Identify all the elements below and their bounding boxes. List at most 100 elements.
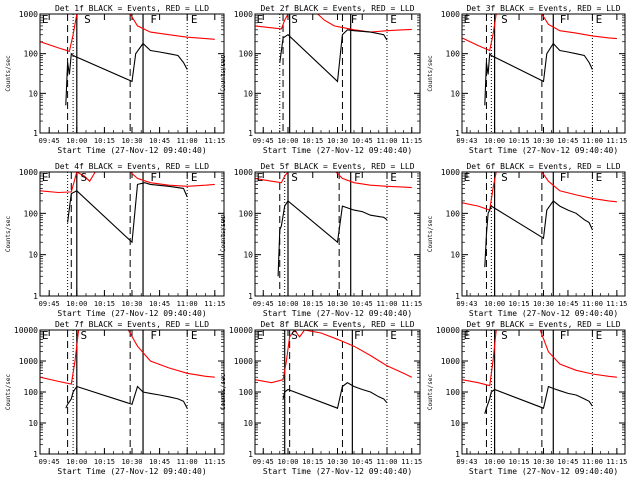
phase-marker-label: S: [501, 329, 508, 342]
x-tick-label: 10:45: [352, 300, 373, 308]
x-tick-label: 11:15: [401, 458, 422, 466]
panel-title: Det 8f BLACK = Events, RED = LLD: [260, 320, 414, 329]
events-series-line: [67, 182, 188, 244]
x-axis-label: Start Time (27-Nov-12 09:40:40): [263, 146, 412, 155]
lld-series-line: [255, 14, 412, 33]
phase-marker-label: E: [191, 13, 198, 26]
x-tick-label: 10:45: [352, 137, 373, 145]
detector-panel-2: Det 2f BLACK = Events, RED = LLD Counts/s…: [220, 4, 422, 155]
detector-panel-7: Det 7f BLACK = Events, RED = LLD Counts/s…: [5, 320, 225, 476]
events-series-line: [65, 42, 188, 106]
plot-frame: [39, 13, 225, 134]
phase-marker-label: S: [84, 13, 91, 26]
lld-series-line: [40, 14, 215, 53]
x-tick-label: 10:15: [302, 137, 323, 145]
x-tick-label: 10:45: [352, 458, 373, 466]
lld-series-line: [255, 172, 412, 189]
phase-marker-label: F: [560, 329, 567, 342]
y-tick-label: 1000: [441, 168, 460, 177]
events-series-line: [484, 385, 593, 414]
x-tick-label: 10:30: [533, 137, 554, 145]
phase-marker-label: E: [42, 329, 49, 342]
y-axis-label: Counts/sec: [427, 374, 434, 411]
x-tick-label: 10:45: [557, 458, 578, 466]
phase-marker-label: F: [150, 13, 157, 26]
y-tick-label: 1: [248, 129, 253, 138]
events-series-line: [282, 382, 388, 409]
lld-series-line: [40, 330, 215, 385]
plot-frame: [39, 329, 225, 455]
x-tick-label: 11:00: [177, 458, 198, 466]
x-tick-label: 10:30: [121, 458, 142, 466]
x-tick-label: 10:00: [277, 137, 298, 145]
phase-marker-label: E: [42, 171, 49, 184]
phase-marker-label: E: [464, 329, 471, 342]
x-tick-label: 10:15: [302, 458, 323, 466]
phase-marker-label: S: [291, 329, 298, 342]
phase-marker-label: F: [354, 171, 361, 184]
x-tick-label: 11:15: [401, 137, 422, 145]
y-tick-label: 1: [248, 450, 253, 459]
x-tick-label: 10:00: [66, 458, 87, 466]
y-tick-label: 10: [28, 251, 38, 260]
y-tick-label: 10000: [229, 326, 253, 335]
x-tick-label: 09:43: [456, 458, 477, 466]
phase-marker-label: S: [501, 171, 508, 184]
x-tick-label: 10:30: [121, 137, 142, 145]
y-axis-label: Counts/sec: [220, 216, 227, 253]
y-axis-label: Counts/sec: [220, 55, 227, 92]
x-tick-label: 10:45: [557, 300, 578, 308]
events-series-line: [277, 200, 388, 277]
phase-marker-label: E: [596, 13, 603, 26]
y-tick-label: 1000: [19, 357, 38, 366]
x-axis-label: Start Time (27-Nov-12 09:40:40): [57, 309, 206, 318]
phase-marker-label: E: [596, 171, 603, 184]
panel-title: Det 3f BLACK = Events, RED = LLD: [466, 4, 620, 13]
y-tick-label: 10000: [14, 326, 38, 335]
events-series-line: [484, 200, 593, 268]
y-tick-label: 100: [24, 50, 39, 59]
events-series-line: [65, 385, 188, 409]
y-tick-label: 100: [24, 388, 39, 397]
events-series-line: [279, 29, 388, 83]
y-axis-label: Counts/sec: [427, 55, 434, 92]
x-tick-label: 09:45: [253, 458, 274, 466]
panel-title: Det 9f BLACK = Events, RED = LLD: [466, 320, 620, 329]
y-tick-label: 10: [243, 89, 253, 98]
phase-marker-label: E: [257, 13, 264, 26]
y-tick-label: 1: [455, 292, 460, 301]
events-series-line: [484, 42, 593, 106]
x-tick-label: 11:15: [606, 137, 627, 145]
panel-title: Det 2f BLACK = Events, RED = LLD: [260, 4, 414, 13]
x-tick-label: 09:45: [253, 137, 274, 145]
y-tick-label: 100: [239, 50, 254, 59]
x-tick-label: 11:00: [376, 458, 397, 466]
y-axis-label: Counts/sec: [427, 216, 434, 253]
panel-title: Det 6f BLACK = Events, RED = LLD: [466, 162, 620, 171]
lld-series-line: [462, 172, 617, 211]
x-axis-label: Start Time (27-Nov-12 09:40:40): [469, 309, 618, 318]
phase-marker-label: F: [351, 13, 358, 26]
y-tick-label: 1: [455, 129, 460, 138]
plot-frame: [461, 329, 626, 455]
y-tick-label: 10000: [436, 326, 460, 335]
x-tick-label: 10:15: [94, 458, 115, 466]
plot-frame: [254, 13, 421, 134]
y-tick-label: 1000: [234, 168, 253, 177]
y-axis-label: Counts/sec: [5, 374, 12, 411]
x-tick-label: 10:15: [509, 300, 530, 308]
detector-panel-8: Det 8f BLACK = Events, RED = LLD Counts/s…: [220, 320, 422, 476]
x-tick-label: 10:30: [533, 458, 554, 466]
y-tick-label: 10: [450, 89, 460, 98]
x-tick-label: 11:15: [606, 458, 627, 466]
phase-marker-label: S: [291, 13, 298, 26]
y-tick-label: 1: [33, 292, 38, 301]
phase-marker-label: E: [257, 329, 264, 342]
x-tick-label: 10:15: [509, 137, 530, 145]
detector-panel-9: Det 9f BLACK = Events, RED = LLD Counts/s…: [427, 320, 627, 476]
x-tick-label: 11:15: [204, 458, 225, 466]
y-tick-label: 100: [446, 50, 461, 59]
phase-marker-label: S: [501, 13, 508, 26]
phase-marker-label: E: [464, 171, 471, 184]
x-tick-label: 10:45: [557, 137, 578, 145]
